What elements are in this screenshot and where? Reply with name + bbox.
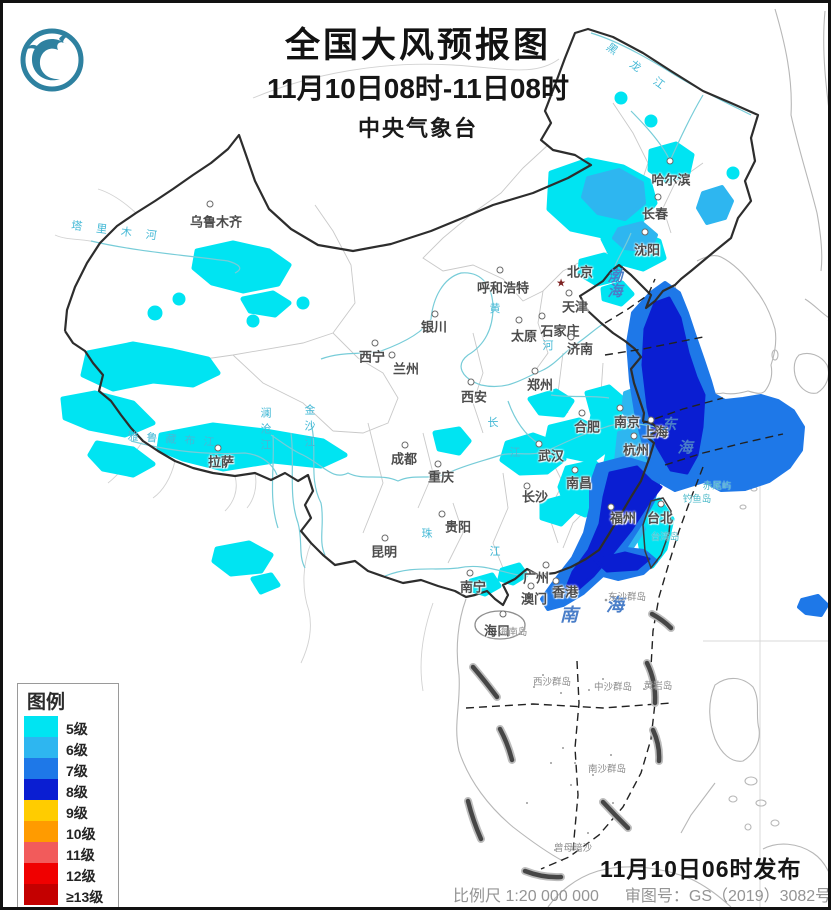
china-wind-map [54, 8, 828, 907]
legend-color-swatch [24, 758, 58, 779]
legend-item: 11级 [18, 842, 118, 863]
legend-item-label: 8级 [66, 784, 88, 800]
map-scale: 比例尺 1:20 000 000 [453, 888, 599, 905]
graticule-lines [703, 473, 828, 907]
hainan-island [474, 610, 526, 640]
legend-color-swatch [24, 779, 58, 800]
legend-item-label: 6级 [66, 742, 88, 758]
nine-dash-line [464, 610, 675, 882]
legend-item: 5级 [18, 716, 118, 737]
legend-item-label: 7级 [66, 763, 88, 779]
legend-item-label: 12级 [66, 868, 96, 884]
legend-items: 5级 6级 7级 8级 9级 10级 11级 12级 ≥13级 [18, 716, 118, 905]
legend-title: 图例 [27, 692, 66, 713]
legend-color-swatch [24, 800, 58, 821]
legend-item-label: ≥13级 [66, 889, 104, 905]
legend-item: 7级 [18, 758, 118, 779]
legend-color-swatch [24, 821, 58, 842]
publish-time: 11月10日06时发布 [600, 856, 802, 882]
legend-item-label: 9级 [66, 805, 88, 821]
legend-color-swatch [24, 863, 58, 884]
legend-color-swatch [24, 737, 58, 758]
legend-item: 9级 [18, 800, 118, 821]
rivers [90, 32, 752, 577]
island-specks [526, 598, 645, 851]
legend-item-label: 5级 [66, 721, 88, 737]
legend-item: 8级 [18, 779, 118, 800]
map-meta-line: 比例尺 1:20 000 000 审图号：GS（2019）3082号 [453, 882, 831, 906]
legend-item: 12级 [18, 863, 118, 884]
legend-item: 6级 [18, 737, 118, 758]
legend-item-label: 11级 [66, 847, 95, 863]
legend-item: 10级 [18, 821, 118, 842]
map-approval-number: 审图号：GS（2019）3082号 [624, 888, 831, 905]
legend-item: ≥13级 [18, 884, 118, 905]
china-national-boundary [63, 27, 760, 607]
taiwan-island [642, 497, 672, 570]
cma-dragon-icon [19, 27, 85, 93]
legend-color-swatch [24, 842, 58, 863]
legend-item-label: 10级 [66, 826, 96, 842]
legend-color-swatch [24, 716, 58, 737]
legend-box: 图例 5级 6级 7级 8级 9级 10级 11级 12级 ≥13级 [17, 683, 119, 907]
legend-color-swatch [24, 884, 58, 905]
